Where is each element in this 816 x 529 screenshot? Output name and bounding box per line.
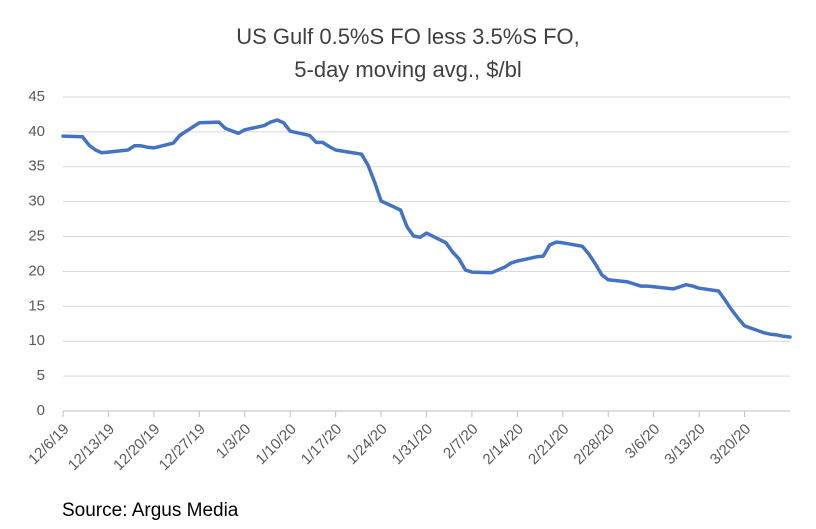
- y-tick-label: 25: [28, 228, 45, 245]
- y-tick-label: 10: [28, 332, 45, 349]
- y-tick-label: 35: [28, 158, 45, 175]
- x-tick-label: 2/14/20: [480, 421, 527, 468]
- chart-title: 5-day moving avg., $/bl: [294, 57, 521, 82]
- x-tick-label: 1/10/20: [252, 421, 299, 468]
- x-tick-label: 3/20/20: [707, 421, 754, 468]
- x-tick-label: 12/27/19: [156, 421, 209, 474]
- y-tick-label: 45: [28, 88, 45, 105]
- y-tick-label: 40: [28, 123, 45, 140]
- x-tick-label: 12/13/19: [65, 421, 118, 474]
- y-tick-label: 30: [28, 193, 45, 210]
- x-tick-label: 2/21/20: [525, 421, 572, 468]
- source-note: Source: Argus Media: [62, 500, 239, 521]
- x-tick-label: 3/13/20: [661, 421, 708, 468]
- chart-title: US Gulf 0.5%S FO less 3.5%S FO,: [236, 24, 580, 49]
- x-tick-label: 12/20/19: [110, 421, 163, 474]
- y-tick-label: 20: [28, 262, 45, 279]
- x-tick-label: 2/28/20: [570, 421, 617, 468]
- x-tick-label: 1/31/20: [389, 421, 436, 468]
- x-tick-label: 1/3/20: [213, 421, 255, 463]
- x-tick-label: 1/24/20: [343, 421, 390, 468]
- x-tick-label: 2/7/20: [440, 421, 482, 463]
- y-tick-label: 5: [37, 367, 45, 384]
- y-tick-label: 0: [37, 402, 45, 419]
- x-tick-label: 1/17/20: [298, 421, 345, 468]
- x-tick-label: 3/6/20: [622, 421, 664, 463]
- y-tick-label: 15: [28, 297, 45, 314]
- data-line: [61, 118, 792, 339]
